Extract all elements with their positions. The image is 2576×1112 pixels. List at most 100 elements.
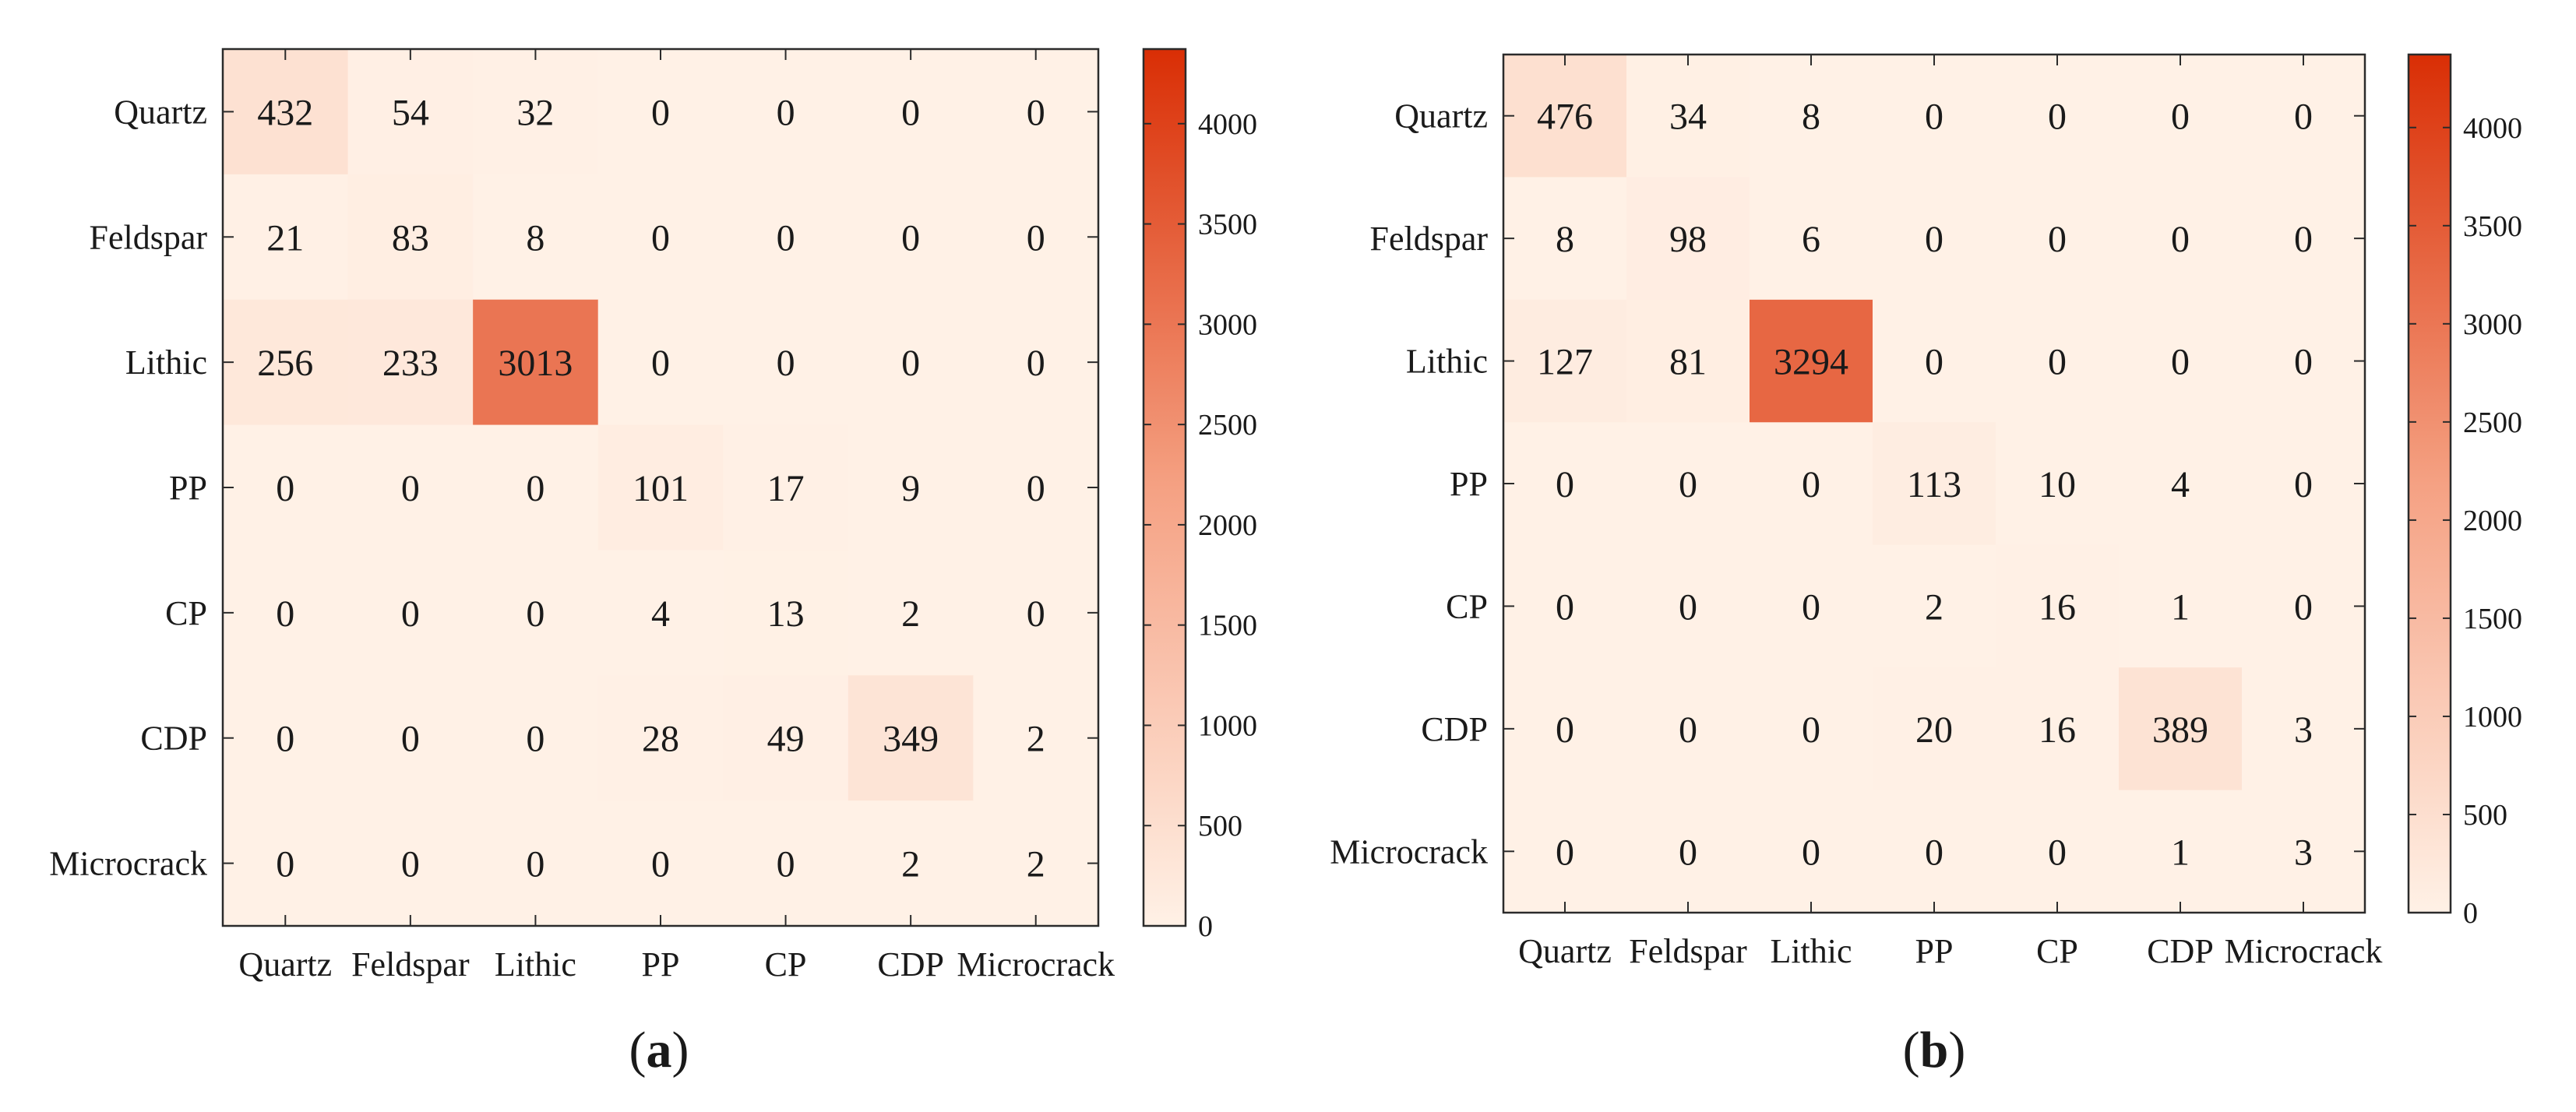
row-tick-label: PP: [1450, 465, 1488, 503]
cell-value-label: 98: [1669, 219, 1707, 260]
cell-value-label: 6: [1802, 219, 1820, 260]
heatmap-cell: [1503, 422, 1627, 546]
cell-value-label: 0: [2171, 219, 2190, 260]
heatmap-cell: [848, 174, 974, 301]
row-tick-label: Lithic: [125, 343, 207, 382]
cell-value-label: 0: [526, 593, 544, 635]
cell-value-label: 0: [526, 719, 544, 760]
cell-value-label: 0: [1679, 709, 1697, 751]
cell-value-label: 0: [901, 343, 920, 384]
col-tick-label: CP: [765, 945, 807, 984]
heatmap-cell: [1503, 177, 1627, 301]
colorbar-tick-label: 4000: [2463, 112, 2522, 145]
row-tick-label: CDP: [1421, 710, 1488, 748]
colorbar: [1142, 48, 1187, 927]
row-tick-label: PP: [169, 469, 207, 507]
heatmap-cell: [1873, 790, 1996, 913]
heatmap-cell: [1996, 667, 2120, 791]
col-tick-label: CDP: [2147, 932, 2214, 970]
heatmap-cell: [1750, 422, 1873, 546]
row-tick-label: CDP: [140, 720, 207, 758]
heatmap-cell: [1996, 422, 2120, 546]
heatmap-cell: [1503, 667, 1627, 791]
cell-value-label: 0: [651, 343, 670, 384]
colorbar-tick-label: 2000: [1198, 509, 1257, 542]
cell-value-label: 9: [901, 468, 920, 509]
cell-value-label: 21: [266, 217, 304, 259]
cell-value-label: 4: [2171, 464, 2190, 505]
cell-value-label: 28: [642, 719, 679, 760]
heatmap-cell: [1750, 667, 1873, 791]
cell-value-label: 256: [257, 343, 313, 384]
cell-value-label: 0: [2048, 832, 2067, 873]
heatmap-cell: [1996, 790, 2120, 913]
heatmap-cell: [848, 550, 974, 676]
heatmap-cell: [473, 675, 599, 801]
heatmap-cell: [1750, 790, 1873, 913]
col-tick-label: Feldspar: [351, 945, 470, 984]
heatmap-cell: [597, 801, 724, 927]
heatmap-cell: [973, 299, 1099, 426]
cell-value-label: 2: [1027, 719, 1045, 760]
heatmap-cell: [223, 550, 349, 676]
cell-value-label: 2: [901, 844, 920, 885]
heatmap-cell: [2242, 177, 2366, 301]
colorbar-tick-label: 2500: [2463, 406, 2522, 439]
panel-caption: (b): [1903, 1022, 1966, 1079]
cell-value-label: 16: [2039, 709, 2076, 751]
heatmap-cell: [347, 299, 474, 426]
cell-value-label: 0: [1802, 586, 1820, 628]
cell-value-label: 389: [2152, 709, 2208, 751]
row-tick-label: Quartz: [114, 93, 207, 131]
cell-value-label: 0: [1027, 593, 1045, 635]
heatmap-cell: [1750, 55, 1873, 178]
cell-value-label: 13: [767, 593, 805, 635]
cell-value-label: 0: [2294, 464, 2313, 505]
heatmap-cell: [1503, 544, 1627, 668]
cell-value-label: 0: [777, 217, 795, 259]
row-tick-label: Microcrack: [1330, 832, 1488, 871]
heatmap-cell: [473, 424, 599, 551]
heatmap-cell: [848, 424, 974, 551]
cell-value-label: 0: [276, 593, 294, 635]
heatmap-cell: [223, 49, 349, 175]
col-tick-label: Quartz: [1518, 932, 1612, 970]
heatmap-cell: [1873, 667, 1996, 791]
cell-value-label: 0: [1925, 832, 1943, 873]
colorbar-tick-label: 0: [2463, 897, 2478, 930]
cell-value-label: 0: [1027, 217, 1045, 259]
heatmap-cell: [973, 550, 1099, 676]
heatmap-cell: [2119, 667, 2243, 791]
heatmap-cell: [848, 49, 974, 175]
cell-value-label: 0: [1556, 832, 1574, 873]
heatmap-cell: [1996, 299, 2120, 423]
cell-value-label: 0: [777, 92, 795, 133]
cell-value-label: 81: [1669, 342, 1707, 383]
heatmap-cell: [848, 675, 974, 801]
col-tick-label: PP: [642, 945, 680, 984]
heatmap-cell: [473, 550, 599, 676]
cell-value-label: 0: [526, 468, 544, 509]
heatmap-cell: [597, 675, 724, 801]
heatmap-cell: [1873, 422, 1996, 546]
colorbar-tick-label: 1500: [2463, 603, 2522, 635]
heatmap-cell: [1873, 55, 1996, 178]
heatmap-cell: [2242, 422, 2366, 546]
heatmap-cell: [597, 424, 724, 551]
heatmap-cell: [347, 424, 474, 551]
col-tick-label: Feldspar: [1629, 932, 1747, 970]
heatmap-cell: [1626, 422, 1750, 546]
heatmap-cell: [2242, 544, 2366, 668]
cell-value-label: 0: [901, 92, 920, 133]
row-tick-label: Feldspar: [1369, 220, 1488, 258]
cell-value-label: 10: [2039, 464, 2076, 505]
cell-value-label: 3013: [498, 343, 573, 384]
cell-value-label: 0: [1679, 464, 1697, 505]
heatmap-cell: [723, 675, 849, 801]
heatmap-cell: [723, 550, 849, 676]
heatmap-cell: [973, 675, 1099, 801]
heatmap-cell: [1996, 177, 2120, 301]
cell-value-label: 432: [257, 92, 313, 133]
col-tick-label: CDP: [877, 945, 944, 984]
cell-value-label: 0: [401, 719, 420, 760]
